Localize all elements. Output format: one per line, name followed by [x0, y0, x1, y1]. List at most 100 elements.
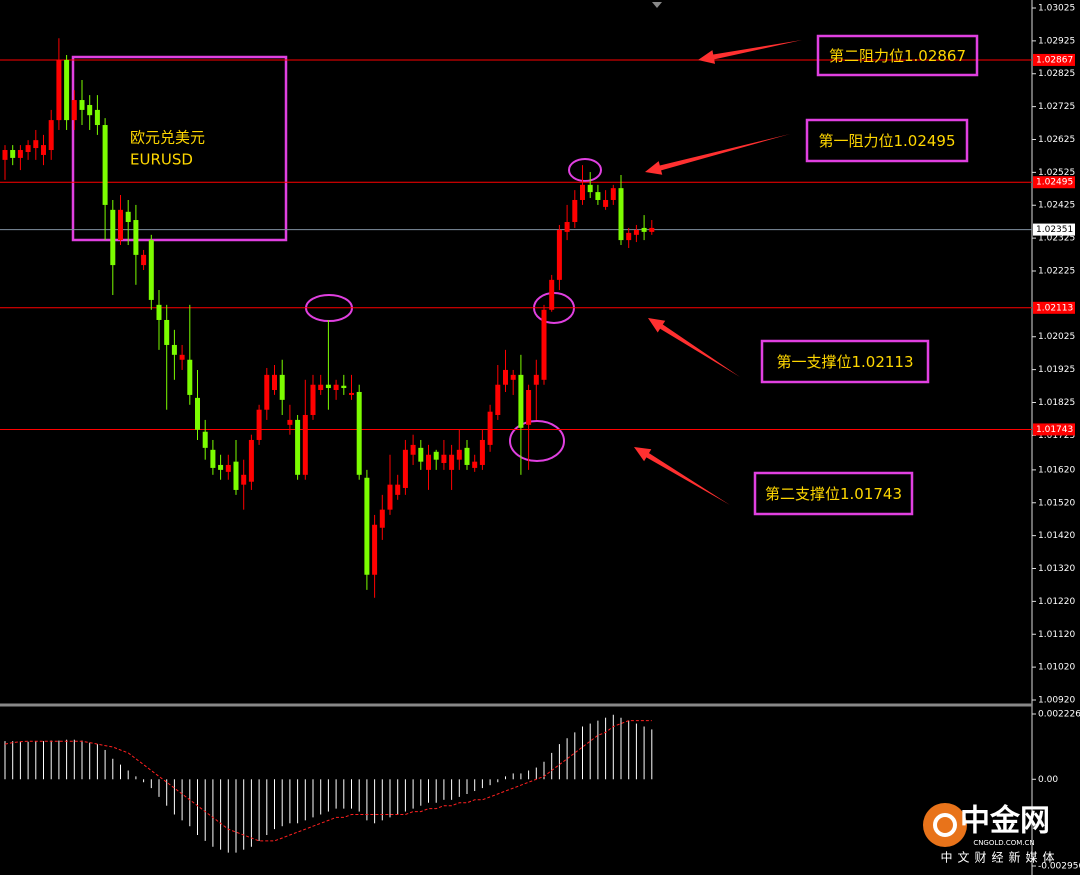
candle-body: [356, 391, 362, 475]
candle-body: [433, 451, 439, 460]
candle-body: [17, 150, 23, 158]
candle-body: [533, 374, 539, 385]
candle-body: [56, 59, 62, 121]
candle-body: [441, 454, 447, 463]
candle-body: [649, 227, 655, 232]
logo-mark: [923, 803, 967, 847]
annotation-arrow: [698, 40, 802, 64]
candle-body: [218, 464, 224, 470]
symbol-box: [71, 55, 288, 242]
candle-body: [487, 411, 493, 445]
candle-body: [156, 304, 162, 320]
candle-body: [426, 454, 431, 470]
y-tick-label: 1.01825: [1038, 398, 1075, 408]
candle-body: [633, 229, 639, 235]
candle-body: [587, 184, 593, 193]
y-tick-label: 1.02625: [1038, 135, 1075, 145]
candle-body: [141, 254, 147, 266]
candle-body: [79, 100, 85, 110]
candle-body: [472, 461, 478, 468]
candle-body: [364, 477, 370, 575]
candle-body: [71, 100, 77, 121]
candle-body: [379, 509, 385, 528]
candle-body: [610, 188, 616, 200]
candle-body: [325, 384, 331, 389]
candle-body: [333, 384, 339, 390]
y-tick-label: 1.02825: [1038, 69, 1075, 79]
candle-body: [110, 209, 116, 266]
candle-body: [618, 188, 624, 241]
annotation-box: [753, 471, 914, 516]
candle-body: [518, 374, 524, 428]
level-label: 1.02495: [1036, 178, 1073, 188]
chart-title: 欧元兑美元: [130, 129, 205, 147]
candle-body: [387, 484, 393, 510]
candle-body: [179, 354, 185, 360]
candle-body: [495, 384, 501, 415]
level-label-bg: [1033, 53, 1075, 66]
candle-body: [641, 227, 647, 232]
logo-tagline: 中文财经新媒体: [940, 850, 1059, 865]
candle-body: [402, 449, 408, 488]
logo-domain: CNGOLD.COM.CN: [973, 839, 1034, 847]
level-label-bg: [1033, 176, 1075, 189]
logo-mark-inner: [933, 813, 957, 837]
candle-body: [87, 104, 93, 116]
candle-body: [556, 229, 562, 280]
candle-body: [341, 385, 347, 389]
candle-body: [225, 464, 231, 472]
candle-body: [2, 150, 8, 160]
candle-body: [526, 389, 532, 425]
candle-body: [349, 392, 354, 395]
candle-body: [572, 199, 578, 223]
candle-body: [549, 279, 555, 310]
candle-body: [372, 524, 378, 575]
level-label-bg: [1033, 423, 1075, 436]
y-tick-label: 1.02425: [1038, 201, 1075, 211]
chart-symbol: EURUSD: [130, 151, 193, 169]
y-tick-label: 1.01620: [1038, 465, 1075, 475]
signal-line: [4, 720, 652, 842]
candle-body: [449, 454, 455, 470]
shift-marker: [652, 2, 662, 8]
annotation-box: [805, 118, 969, 163]
watermark: 中金网 CNGOLD.COM.CN 中文财经新媒体: [923, 803, 1059, 865]
candle-body: [64, 59, 70, 121]
candle-body: [48, 120, 54, 151]
candle-body: [395, 484, 401, 495]
y-tick-label: 1.01925: [1038, 365, 1075, 375]
candle-body: [279, 374, 285, 400]
candle-body: [595, 192, 601, 200]
candle-body: [541, 309, 547, 380]
y-tick-label: 0.00: [1038, 775, 1058, 785]
y-tick-label: 1.00920: [1038, 696, 1075, 706]
candle-body: [148, 240, 154, 300]
candle-body: [272, 374, 277, 390]
annotation-box: [760, 339, 930, 384]
last-price-label-bg: [1033, 223, 1075, 236]
candle-body: [171, 344, 177, 355]
annotation-arrow: [634, 447, 730, 505]
logo-name: 中金网: [960, 804, 1050, 839]
candle-body: [410, 444, 416, 455]
y-tick-label: 1.03025: [1038, 4, 1075, 14]
candle-body: [248, 439, 254, 482]
candle-body: [133, 220, 139, 255]
candle-body: [210, 449, 216, 468]
highlight-ellipse: [509, 420, 565, 462]
y-tick-label: 1.02325: [1038, 234, 1075, 244]
candle-body: [118, 209, 123, 241]
candle-body: [33, 140, 39, 149]
candle-body: [164, 319, 170, 345]
candle-body: [479, 439, 485, 465]
candle-body: [264, 374, 270, 410]
level-label: 1.02867: [1036, 55, 1073, 65]
y-tick-label: 1.01520: [1038, 498, 1075, 508]
y-tick-label: 1.01725: [1038, 431, 1075, 441]
y-tick-label: 1.01120: [1038, 630, 1075, 640]
candle-body: [125, 211, 131, 223]
candle-body: [295, 419, 301, 475]
annotation-arrow: [645, 134, 790, 175]
candle-body: [94, 109, 100, 126]
